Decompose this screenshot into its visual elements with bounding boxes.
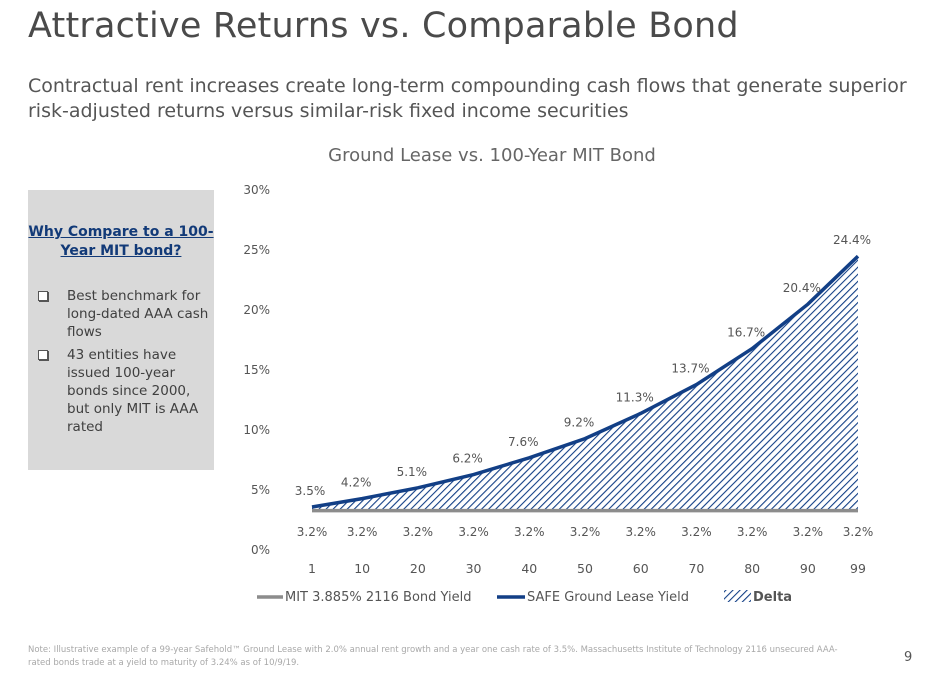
mit-data-label: 3.2%	[347, 525, 378, 539]
x-tick-label: 50	[577, 561, 593, 576]
sidebar-bullet-text: Best benchmark for long-dated AAA cash f…	[67, 288, 209, 340]
y-tick-label: 10%	[243, 423, 270, 437]
legend-mit-label: MIT 3.885% 2116 Bond Yield	[285, 590, 472, 605]
sidebar-panel: Why Compare to a 100-Year MIT bond? Best…	[28, 190, 214, 470]
safe-data-label: 20.4%	[783, 281, 821, 295]
x-tick-label: 90	[800, 561, 816, 576]
delta-area	[312, 256, 858, 511]
y-tick-label: 0%	[251, 543, 270, 557]
safe-data-label: 7.6%	[508, 435, 539, 449]
page-number: 9	[904, 650, 913, 665]
page-title: Attractive Returns vs. Comparable Bond	[28, 6, 739, 46]
x-tick-label: 20	[410, 561, 426, 576]
mit-data-label: 3.2%	[403, 525, 434, 539]
y-tick-label: 20%	[243, 303, 270, 317]
y-tick-label: 25%	[243, 243, 270, 257]
checkbox-bullet-icon	[38, 291, 48, 301]
safe-data-label: 4.2%	[341, 476, 372, 490]
x-axis: 1 10 20 30 40 50 60 70 80 90 99	[308, 561, 866, 576]
mit-data-label: 3.2%	[681, 525, 712, 539]
checkbox-bullet-icon	[38, 350, 48, 360]
x-tick-label: 10	[354, 561, 370, 576]
chart-title: Ground Lease vs. 100-Year MIT Bond	[328, 145, 656, 166]
legend-delta-label: Delta	[753, 590, 792, 605]
safe-data-label: 16.7%	[727, 326, 765, 340]
safe-data-label: 9.2%	[564, 416, 595, 430]
y-tick-label: 15%	[243, 363, 270, 377]
legend-delta-swatch	[724, 590, 751, 602]
safe-data-label: 5.1%	[397, 465, 428, 479]
x-tick-label: 70	[688, 561, 704, 576]
y-tick-label: 30%	[243, 183, 270, 197]
y-axis: 0% 5% 10% 15% 20% 25% 30%	[243, 183, 270, 557]
page-subtitle: Contractual rent increases create long-t…	[28, 75, 907, 122]
sidebar-bullet-text: 43 entities have issued 100-year bonds s…	[67, 347, 199, 435]
safe-series-line	[311, 254, 860, 509]
safe-data-label: 11.3%	[616, 390, 654, 404]
mit-data-label: 3.2%	[737, 525, 768, 539]
ground-lease-chart: Ground Lease vs. 100-Year MIT Bond 0% 5% 1…	[243, 145, 874, 605]
mit-data-label: 3.2%	[297, 525, 328, 539]
chart-legend: MIT 3.885% 2116 Bond Yield SAFE Ground Le…	[257, 590, 792, 605]
sidebar-heading: Why Compare to a 100-Year MIT bond?	[28, 224, 214, 259]
mit-data-label: 3.2%	[570, 525, 601, 539]
x-tick-label: 1	[308, 561, 316, 576]
x-tick-label: 80	[744, 561, 760, 576]
y-tick-label: 5%	[251, 483, 270, 497]
x-tick-label: 60	[633, 561, 649, 576]
safe-data-label: 6.2%	[452, 452, 483, 466]
mit-data-label: 3.2%	[458, 525, 489, 539]
footnote: Note: Illustrative example of a 99-year …	[28, 645, 838, 668]
safe-data-label: 3.5%	[295, 484, 326, 498]
plot-area: 3.2% 3.2% 3.2% 3.2% 3.2% 3.2% 3.2% 3.2% 3.2% 3.2%…	[295, 233, 874, 539]
safe-data-label: 13.7%	[671, 362, 709, 376]
legend-safe-label: SAFE Ground Lease Yield	[527, 590, 689, 605]
mit-data-label: 3.2%	[793, 525, 824, 539]
mit-data-label: 3.2%	[514, 525, 545, 539]
x-tick-label: 30	[466, 561, 482, 576]
x-tick-label: 99	[850, 561, 866, 576]
mit-data-label: 3.2%	[625, 525, 656, 539]
x-tick-label: 40	[521, 561, 537, 576]
mit-data-label: 3.2%	[843, 525, 874, 539]
safe-data-label: 24.4%	[833, 233, 871, 247]
